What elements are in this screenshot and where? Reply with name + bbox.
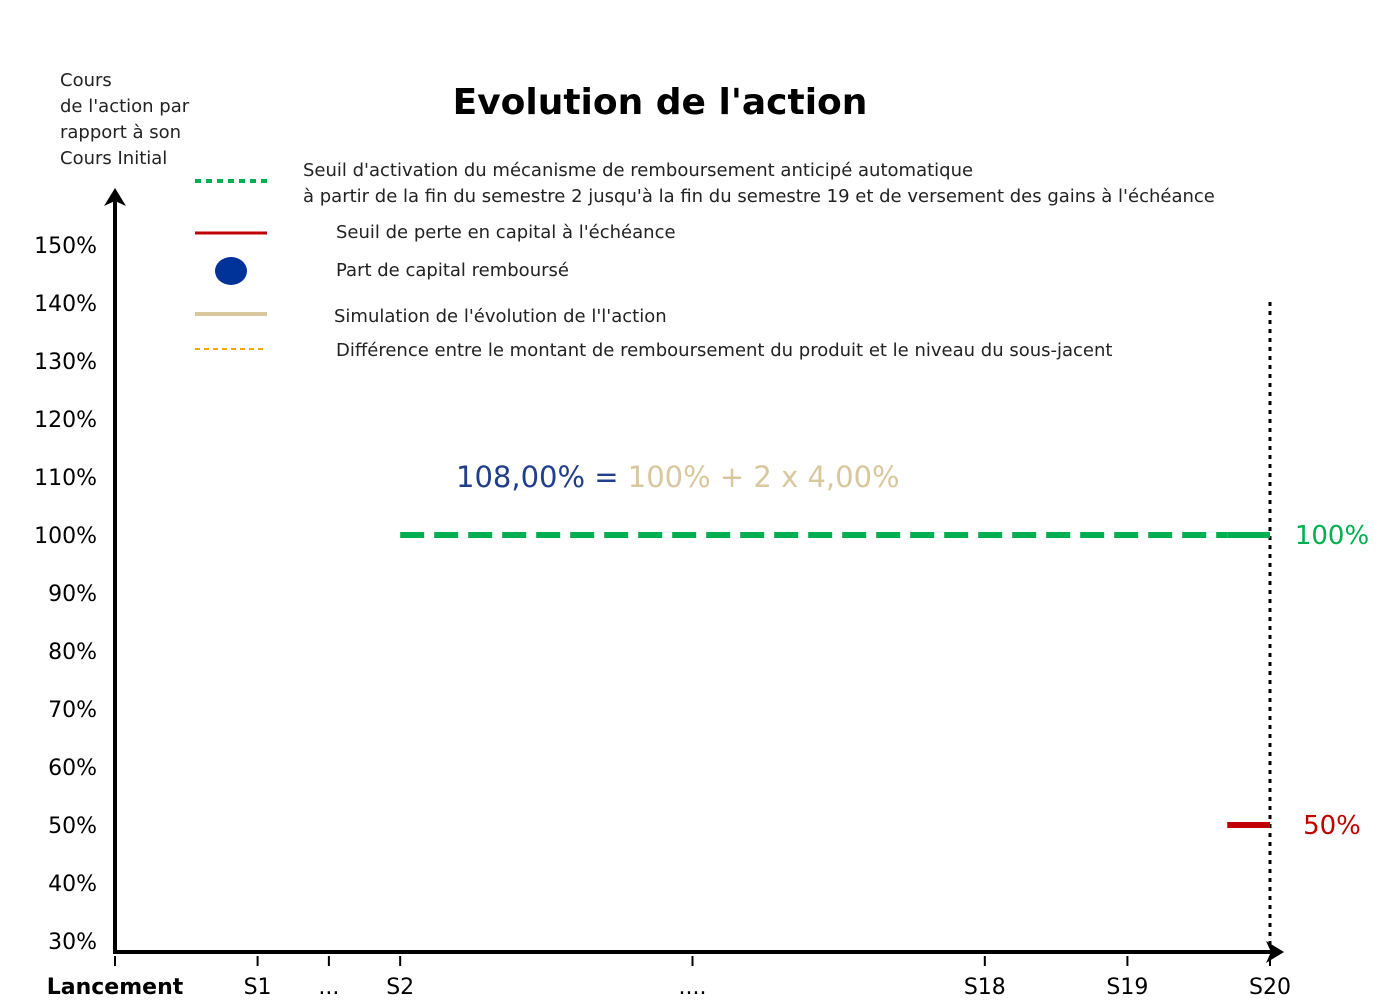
y-axis-label: Cours de l'action par rapport à son Cours I…: [60, 70, 190, 169]
y-tick-label: 100%: [34, 524, 97, 549]
y-tick-label: 30%: [48, 930, 97, 955]
y-axis-label-line: Cours Initial: [60, 148, 167, 169]
y-tick-label: 50%: [48, 814, 97, 839]
annotation-result: 108,00% =: [456, 460, 628, 494]
y-tick-label: 90%: [48, 582, 97, 607]
legend-entry-simulation: Simulation de l'évolution de l'l'action: [334, 306, 667, 327]
x-tick-label: S18: [964, 975, 1006, 1000]
y-axis-label-line: rapport à son: [60, 122, 181, 143]
level-label: 100%: [1295, 521, 1369, 551]
x-tick-label: S20: [1249, 975, 1291, 1000]
y-tick-label: 130%: [34, 350, 97, 375]
annotation: 108,00% = 100% + 2 x 4,00%: [456, 460, 900, 494]
y-axis-ticks: 30% 40% 50% 60% 70% 80% 90% 100% 110% 120% 130% 140…: [34, 234, 97, 955]
x-tick-label: ...: [318, 975, 339, 1000]
annotation-text: 108,00% = 100% + 2 x 4,00%: [456, 460, 900, 494]
axes: [104, 188, 1284, 963]
x-tick-label: S19: [1106, 975, 1148, 1000]
chart-title: Evolution de l'action: [453, 82, 868, 123]
y-tick-label: 80%: [48, 640, 97, 665]
legend-entry-activation: à partir de la fin du semestre 2 jusqu'à…: [303, 186, 1215, 207]
series-group: [400, 532, 1270, 828]
y-tick-label: 70%: [48, 698, 97, 723]
legend-swatch-capital: [215, 257, 247, 285]
x-tick-label: Lancement: [47, 975, 184, 1000]
y-axis-label-line: de l'action par: [60, 96, 190, 117]
y-axis-arrow: [104, 188, 126, 206]
legend-entry-capital: Part de capital remboursé: [336, 260, 569, 281]
y-tick-label: 140%: [34, 292, 97, 317]
y-axis-label-line: Cours: [60, 70, 112, 91]
x-tick-label: ....: [679, 975, 707, 1000]
x-axis-ticks: Lancement S1... S2.... S18 S19 S20: [47, 956, 1291, 1000]
legend-entry-activation: Seuil d'activation du mécanisme de rembo…: [303, 160, 973, 181]
y-tick-label: 110%: [34, 466, 97, 491]
y-tick-label: 120%: [34, 408, 97, 433]
x-tick-label: S1: [244, 975, 272, 1000]
level-labels: 100% 50%: [1295, 521, 1369, 841]
legend-entry-loss: Seuil de perte en capital à l'échéance: [336, 222, 676, 243]
y-tick-label: 60%: [48, 756, 97, 781]
y-tick-label: 40%: [48, 872, 97, 897]
annotation-formula: 100% + 2 x 4,00%: [628, 460, 900, 494]
level-label: 50%: [1303, 811, 1361, 841]
y-tick-label: 150%: [34, 234, 97, 259]
x-axis-arrow: [1266, 941, 1284, 963]
legend-entry-difference: Différence entre le montant de rembourse…: [336, 340, 1112, 361]
legend: Seuil d'activation du mécanisme de rembo…: [195, 160, 1215, 361]
x-tick-label: S2: [386, 975, 414, 1000]
